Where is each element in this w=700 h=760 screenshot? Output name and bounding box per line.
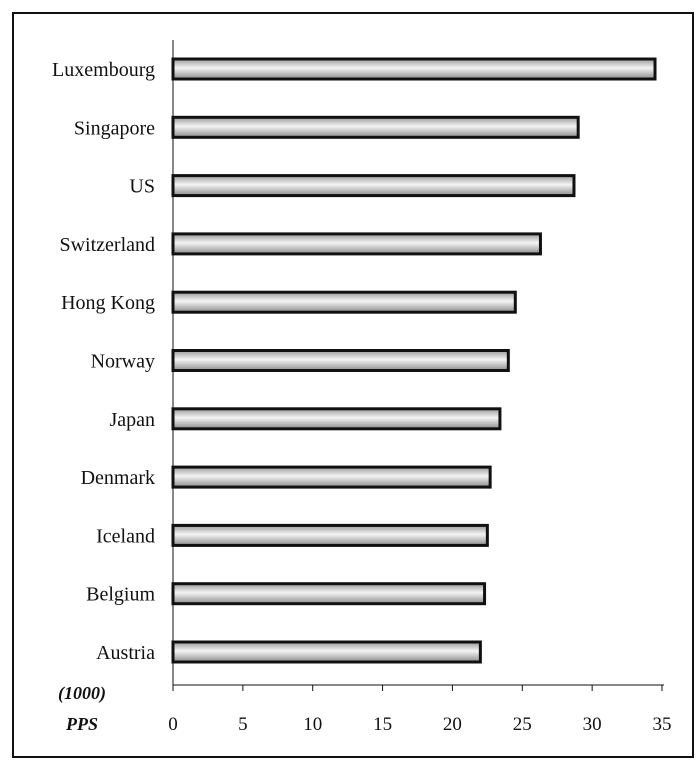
category-label-belgium: Belgium [86, 584, 155, 606]
x-tick-label-5: 5 [238, 714, 248, 735]
category-label-denmark: Denmark [81, 467, 155, 489]
bar-hong-kong [171, 290, 517, 314]
unit-label-1000: (1000) [58, 683, 106, 704]
bars-group [171, 57, 657, 664]
category-label-japan: Japan [109, 409, 155, 431]
bar-iceland [171, 523, 489, 547]
x-tick-label-35: 35 [653, 714, 672, 735]
x-tick-label-10: 10 [303, 714, 322, 735]
x-tick-label-20: 20 [443, 714, 462, 735]
unit-label-pps: PPS [65, 714, 98, 734]
category-label-hong-kong: Hong Kong [61, 292, 155, 314]
bar-austria [171, 640, 482, 664]
bar-switzerland [171, 232, 542, 256]
bar-us [171, 174, 576, 198]
category-label-us: US [129, 176, 155, 198]
category-label-singapore: Singapore [74, 117, 155, 139]
x-tick-label-15: 15 [373, 714, 392, 735]
x-tick-label-25: 25 [513, 714, 532, 735]
x-tick-label-30: 30 [583, 714, 602, 735]
bar-denmark [171, 465, 492, 489]
x-tick-label-0: 0 [168, 714, 178, 735]
bar-luxembourg [171, 57, 657, 81]
bar-belgium [171, 582, 487, 606]
category-label-austria: Austria [96, 642, 155, 664]
x-tick-group: 0 5 10 15 20 25 30 35 [168, 685, 672, 735]
bar-japan [171, 407, 502, 431]
category-label-luxembourg: Luxembourg [52, 59, 155, 81]
category-label-norway: Norway [91, 351, 155, 373]
category-label-iceland: Iceland [96, 525, 155, 547]
category-label-switzerland: Switzerland [59, 234, 155, 256]
bar-singapore [171, 115, 580, 139]
category-labels: Luxembourg Singapore US Switzerland Hong Kon… [52, 59, 155, 664]
bar-norway [171, 349, 510, 372]
